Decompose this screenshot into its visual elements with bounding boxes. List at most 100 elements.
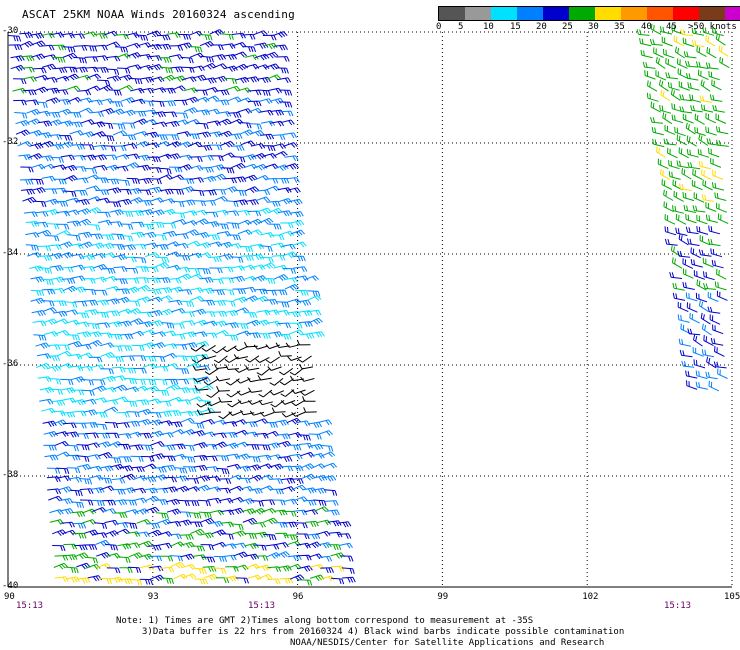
- wind-barb: [287, 444, 302, 451]
- wind-barb: [56, 467, 70, 474]
- wind-barb: [682, 258, 694, 269]
- wind-barb: [105, 298, 120, 305]
- wind-barb: [41, 63, 57, 71]
- wind-barb: [120, 235, 134, 242]
- wind-barb: [155, 390, 170, 396]
- wind-barb: [225, 364, 240, 370]
- wind-barb: [194, 578, 208, 585]
- wind-barb: [182, 456, 196, 463]
- wind-barb: [19, 40, 34, 48]
- wind-barb: [276, 433, 291, 440]
- wind-barb: [269, 97, 285, 105]
- wind-barb: [700, 104, 714, 113]
- wind-barb: [151, 111, 167, 118]
- wind-barb: [274, 522, 288, 528]
- wind-barb: [200, 544, 214, 551]
- wind-barb: [307, 290, 321, 297]
- wind-barb: [172, 212, 186, 219]
- wind-barb: [696, 214, 708, 225]
- wind-barb: [65, 85, 81, 92]
- note-line-2: 3)Data buffer is 22 hrs from 20160324 4)…: [142, 627, 625, 637]
- wind-barb: [269, 390, 284, 396]
- wind-barb: [234, 564, 249, 571]
- wind-barb: [182, 466, 197, 473]
- wind-barb: [279, 577, 294, 584]
- wind-barb: [193, 319, 208, 327]
- wind-barb: [139, 87, 154, 94]
- wind-barb: [199, 384, 214, 391]
- wind-barb: [70, 501, 85, 509]
- wind-barb: [95, 311, 109, 318]
- wind-barb: [41, 288, 56, 295]
- wind-barb: [693, 334, 703, 347]
- wind-barb: [161, 74, 176, 82]
- wind-barb: [287, 554, 302, 561]
- wind-barb: [320, 567, 334, 574]
- wind-barb: [341, 567, 355, 574]
- wind-barb: [62, 52, 78, 60]
- wind-barb: [253, 30, 268, 36]
- wind-barb: [687, 238, 700, 246]
- wind-barb: [263, 533, 277, 541]
- wind-barb: [37, 376, 52, 383]
- wind-barb: [52, 545, 66, 552]
- wind-barb: [698, 161, 711, 170]
- wind-barb: [98, 477, 113, 484]
- wind-barb: [268, 223, 282, 230]
- wind-barb: [221, 43, 236, 50]
- wind-barb: [651, 126, 664, 136]
- wind-barb: [74, 552, 89, 559]
- wind-barb: [241, 33, 256, 40]
- wind-barb: [270, 488, 284, 495]
- legend-tick-label: 5: [458, 22, 464, 32]
- wind-barb: [244, 421, 258, 428]
- wind-barb: [233, 354, 249, 360]
- wind-barb: [229, 485, 244, 492]
- wind-barb: [230, 145, 245, 152]
- wind-barb: [66, 334, 81, 341]
- wind-barb: [149, 320, 164, 327]
- wind-barb: [224, 322, 239, 329]
- wind-barb: [147, 412, 162, 418]
- wind-barb: [20, 55, 35, 62]
- wind-barb: [297, 355, 312, 363]
- wind-barb: [102, 386, 117, 393]
- wind-barb: [176, 255, 191, 261]
- wind-barb: [148, 178, 162, 185]
- wind-barb: [39, 267, 53, 274]
- wind-barb: [98, 84, 113, 92]
- wind-barb: [171, 85, 186, 91]
- wind-barb: [325, 509, 340, 516]
- wind-barb: [165, 120, 180, 128]
- wind-barb: [65, 566, 79, 574]
- wind-barb: [226, 222, 240, 229]
- wind-barb: [277, 333, 292, 340]
- wind-barb: [103, 30, 119, 37]
- wind-barb: [169, 174, 185, 181]
- wind-barb: [642, 61, 656, 69]
- wind-barb: [168, 533, 182, 540]
- wind-barb: [182, 331, 197, 338]
- legend-color-swatch: [595, 7, 621, 20]
- wind-barb: [689, 312, 700, 324]
- wind-barb: [715, 126, 729, 135]
- wind-barb: [65, 197, 81, 204]
- wind-barb: [708, 70, 720, 81]
- wind-barb: [115, 154, 130, 160]
- wind-barb: [106, 310, 121, 317]
- wind-barb: [223, 177, 237, 184]
- wind-barb: [67, 97, 82, 103]
- wind-barb: [701, 169, 712, 180]
- wind-barb: [8, 44, 23, 51]
- wind-barb: [98, 452, 113, 459]
- wind-barb: [681, 168, 692, 180]
- legend-tick-label: 35: [614, 22, 625, 32]
- wind-barb: [213, 355, 228, 364]
- wind-barb: [60, 378, 74, 386]
- wind-barb: [277, 210, 293, 217]
- wind-barb: [209, 29, 224, 36]
- wind-barb: [650, 101, 661, 113]
- wind-barb: [233, 189, 247, 197]
- wind-barb: [49, 509, 64, 515]
- wind-barb: [42, 307, 57, 313]
